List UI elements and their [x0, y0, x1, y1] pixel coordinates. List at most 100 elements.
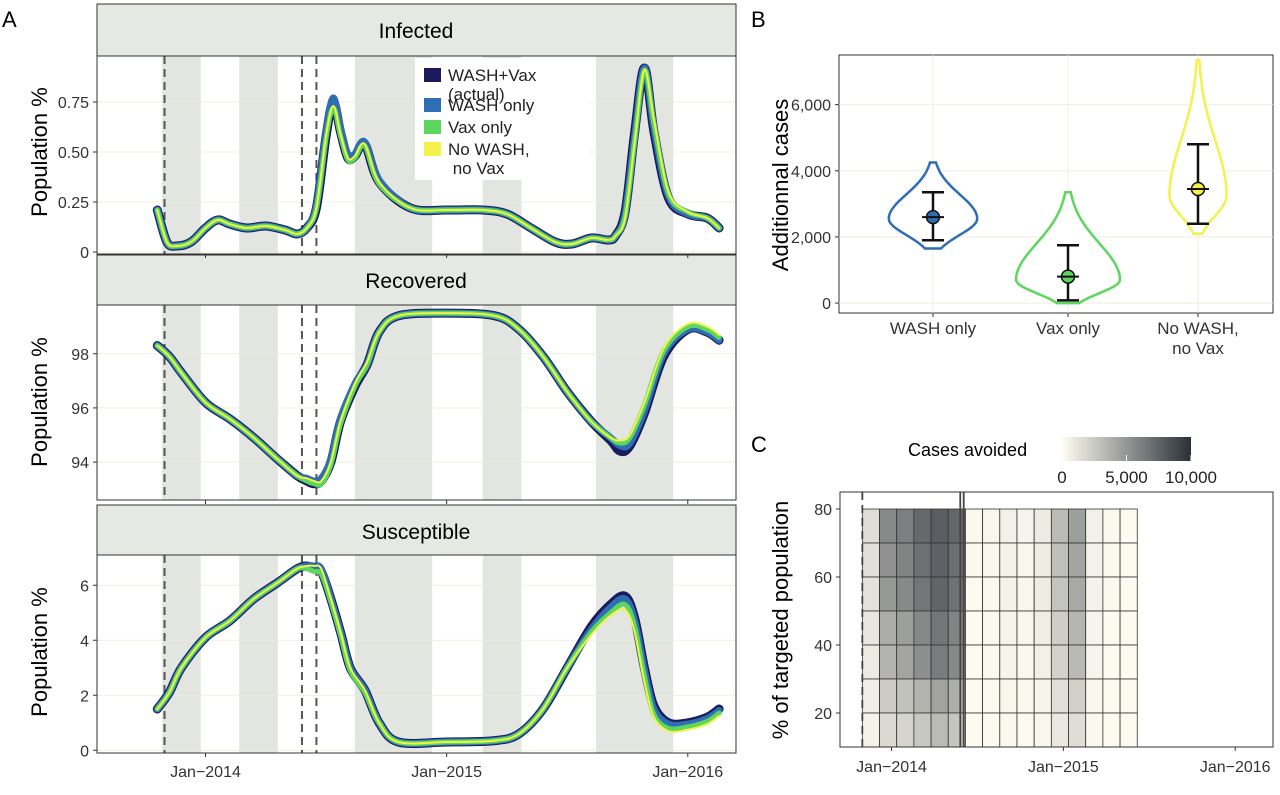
heatmap-cell	[930, 610, 949, 646]
heatmap-cell	[1068, 712, 1087, 748]
heatmap-cell	[896, 678, 915, 714]
legend-background	[415, 58, 587, 180]
heatmap-cell	[982, 576, 1001, 612]
heatmap-cell	[982, 712, 1001, 748]
season-band	[239, 305, 278, 500]
season-band	[162, 56, 201, 254]
heatmap-cell	[1085, 712, 1104, 748]
panel-letter-c: C	[751, 432, 767, 457]
heatmap-cell	[999, 644, 1018, 680]
heatmap-cell	[1050, 508, 1069, 544]
y-tick-label: 6,000	[791, 98, 831, 115]
heatmap-cell	[896, 610, 915, 646]
heatmap-cell	[1050, 576, 1069, 612]
heatmap-cell	[879, 644, 898, 680]
heatmap-cell	[1050, 610, 1069, 646]
heatmap-cell	[1102, 610, 1121, 646]
heatmap-cell	[930, 542, 949, 578]
legend-label: Vax only	[448, 118, 512, 137]
heatmap-cell	[913, 542, 932, 578]
y-tick-label: 4	[80, 633, 89, 650]
heatmap-cell	[965, 508, 984, 544]
season-band	[355, 305, 433, 500]
heatmap-cell	[1068, 576, 1087, 612]
legend: WASH+Vax (actual)WASH only Vax only No WASH…	[415, 58, 587, 180]
heatmap-cell	[861, 610, 880, 646]
y-tick-label: 0	[822, 296, 831, 313]
y-tick-label: 20	[814, 706, 832, 723]
susceptible-plot: 0 2 4 6 Jan−2014 Jan−2015 Jan−2016	[80, 554, 737, 781]
heatmap-cell	[879, 678, 898, 714]
legend-key-vax-only	[424, 120, 441, 134]
heatmap-cell	[1016, 678, 1035, 714]
y-tick-label: 60	[814, 570, 832, 587]
heatmap-cell	[930, 644, 949, 680]
y-tick-label: 98	[71, 347, 89, 364]
heatmap-cell	[982, 678, 1001, 714]
heatmap-cell	[1085, 542, 1104, 578]
x-tick-label: Jan−2014	[856, 759, 927, 776]
heatmap-cell	[896, 576, 915, 612]
heatmap-cell	[1033, 644, 1052, 680]
y-tick-label: 0	[80, 245, 89, 262]
heatmap-cell	[861, 576, 880, 612]
heatmap-cell	[1119, 712, 1138, 748]
heatmap-cell	[1102, 576, 1121, 612]
y-axis-label-infected: Population %	[27, 87, 52, 217]
heatmap-cell	[1033, 542, 1052, 578]
heatmap-cell	[999, 712, 1018, 748]
heatmap-cell	[879, 542, 898, 578]
y-axis-label-additional-cases: Additionnal cases	[768, 99, 793, 271]
panel-letter-a: A	[2, 7, 17, 32]
heatmap-cell	[982, 644, 1001, 680]
heatmap-cell	[861, 508, 880, 544]
heatmap-cell	[965, 542, 984, 578]
legend-key-wash-only	[424, 98, 441, 112]
heatmap-cell	[965, 610, 984, 646]
y-tick-label: 0	[80, 743, 89, 760]
season-band	[482, 555, 522, 753]
series-line-no-wash-no-vax	[156, 312, 721, 484]
color-bar-tick-label: 10,000	[1165, 468, 1217, 487]
y-tick-label: 2,000	[791, 230, 831, 247]
heatmap-cell	[913, 678, 932, 714]
y-tick-label: 40	[814, 638, 832, 655]
x-tick-label: Vax only	[1036, 319, 1100, 338]
heatmap-cell	[1016, 576, 1035, 612]
heatmap-cell	[1119, 644, 1138, 680]
season-band	[596, 305, 674, 500]
color-bar-tick-label: 0	[1057, 468, 1066, 487]
heatmap-cell	[1016, 610, 1035, 646]
x-tick-label: WASH only	[890, 319, 977, 338]
heatmap-cell	[1068, 610, 1087, 646]
heatmap-cell	[1016, 508, 1035, 544]
heatmap-cell	[1033, 678, 1052, 714]
y-tick-label: 94	[71, 455, 89, 472]
heatmap-cell	[879, 610, 898, 646]
panel-letter-b: B	[751, 7, 766, 32]
heatmap-cell	[1016, 644, 1035, 680]
facet-title-susceptible: Susceptible	[362, 521, 471, 544]
heatmap-cell	[1119, 542, 1138, 578]
legend-label: WASH only	[448, 96, 535, 115]
heatmap-cell	[1102, 542, 1121, 578]
legend-label: WASH+Vax (actual)	[448, 66, 537, 104]
heatmap-cell	[1068, 542, 1087, 578]
heatmap-cell	[999, 610, 1018, 646]
y-tick-label: 6	[80, 578, 89, 595]
heatmap-cell	[1102, 644, 1121, 680]
heatmap-cell	[896, 712, 915, 748]
heatmap-cell	[1050, 542, 1069, 578]
plot-border	[96, 554, 737, 754]
heatmap-cell	[1119, 610, 1138, 646]
color-bar-tick-label: 5,000	[1105, 468, 1148, 487]
heatmap-cell	[1068, 508, 1087, 544]
heatmap-cell	[1068, 644, 1087, 680]
heatmap-cell	[1050, 678, 1069, 714]
heatmap-cell	[896, 508, 915, 544]
x-tick-label: Jan−2016	[1200, 759, 1271, 776]
heatmap-cell	[999, 542, 1018, 578]
heatmap-cell	[861, 542, 880, 578]
heatmap-cell	[1085, 576, 1104, 612]
y-tick-label: 96	[71, 401, 89, 418]
